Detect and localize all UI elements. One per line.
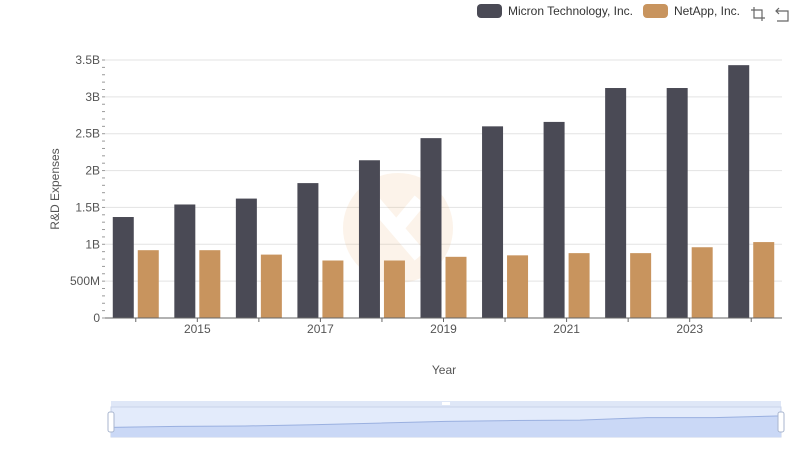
y-tick-label: 3B [85, 90, 100, 104]
datazoom-handle-right[interactable] [777, 411, 785, 433]
bar-netapp [630, 253, 652, 318]
legend-swatch-netapp [642, 4, 668, 18]
legend-swatch-micron [477, 4, 502, 18]
datazoom-line [110, 415, 782, 428]
y-tick-label: 2B [85, 164, 100, 178]
y-tick-label: 0 [93, 311, 100, 325]
x-tick-label: 2021 [553, 322, 580, 336]
x-tick-label: 2015 [184, 322, 211, 336]
bar-netapp [199, 250, 221, 318]
restore-icon[interactable] [774, 6, 790, 22]
bar-micron [112, 217, 134, 318]
bar-netapp [691, 247, 713, 318]
toolbox [750, 6, 790, 22]
legend-label-netapp: NetApp, Inc. [673, 4, 740, 18]
bar-micron [420, 138, 442, 318]
x-tick-label: 2019 [430, 322, 457, 336]
bar-netapp [568, 253, 590, 318]
bar-micron [235, 198, 257, 318]
bar-netapp [507, 255, 529, 318]
bar-netapp [260, 254, 282, 318]
bar-micron [666, 88, 688, 318]
y-tick-label: 500M [70, 274, 100, 288]
bar-micron [297, 183, 319, 318]
bar-netapp [445, 256, 467, 318]
y-tick-label: 1B [85, 237, 100, 251]
bar-micron [543, 121, 565, 318]
zoom-icon[interactable] [750, 6, 766, 22]
bar-micron [174, 204, 196, 318]
bar-netapp [383, 260, 405, 318]
bar-netapp [322, 260, 344, 318]
x-tick-label: 2023 [676, 322, 703, 336]
x-axis-title: Year [432, 363, 456, 377]
x-tick-label: 2017 [307, 322, 334, 336]
legend-item-micron[interactable]: Micron Technology, Inc. [477, 4, 633, 18]
datazoom-grip[interactable] [442, 402, 450, 405]
bar-micron [728, 65, 750, 318]
legend-item-netapp[interactable]: NetApp, Inc. [642, 4, 740, 18]
bar-netapp [137, 250, 159, 318]
bar-netapp [753, 242, 775, 318]
bar-micron [605, 88, 627, 318]
bar-micron [482, 126, 504, 318]
datazoom-handle-left[interactable] [107, 411, 115, 433]
legend: Micron Technology, Inc. NetApp, Inc. [477, 4, 740, 18]
bar-micron [358, 160, 380, 318]
datazoom-area [111, 415, 781, 437]
y-tick-label: 3.5B [75, 53, 100, 67]
legend-label-micron: Micron Technology, Inc. [508, 4, 633, 18]
y-axis-title: R&D Expenses [48, 148, 62, 229]
y-tick-label: 2.5B [75, 127, 100, 141]
y-tick-label: 1.5B [75, 200, 100, 214]
watermark-mark [366, 195, 426, 261]
